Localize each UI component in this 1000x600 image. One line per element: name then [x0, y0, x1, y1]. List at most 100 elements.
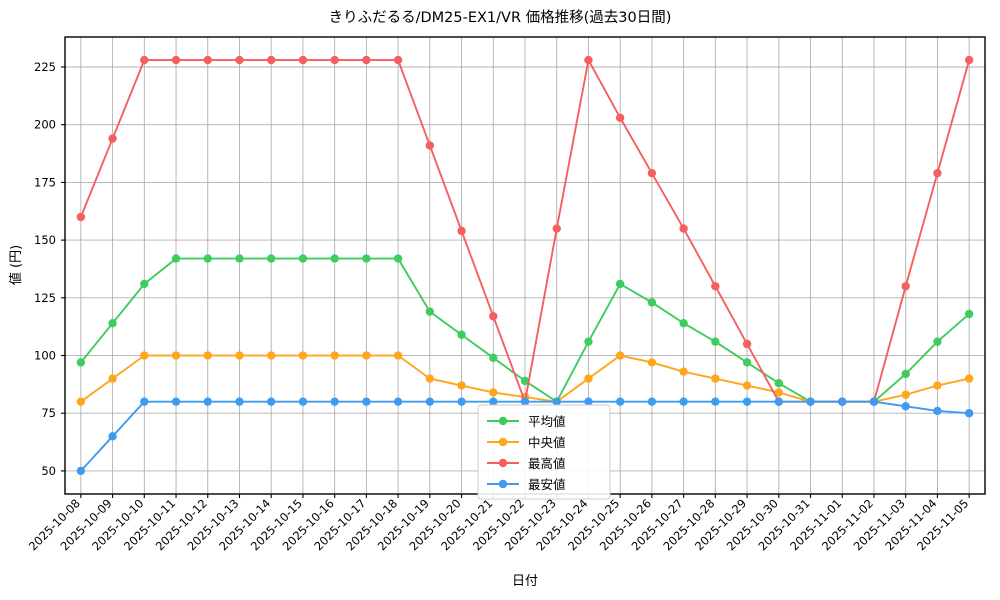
- data-point: [140, 279, 149, 289]
- y-tick-label: 225: [34, 60, 56, 74]
- legend-box: [477, 404, 611, 500]
- data-point: [171, 397, 181, 406]
- data-point: [742, 397, 752, 406]
- data-point: [108, 432, 117, 441]
- data-point: [584, 337, 593, 346]
- data-point: [235, 55, 244, 65]
- data-point: [140, 55, 149, 65]
- y-tick-label: 50: [41, 464, 56, 478]
- data-point: [647, 168, 657, 178]
- legend-label-3[interactable]: 最高値: [528, 456, 566, 471]
- data-point: [393, 55, 403, 65]
- data-point: [647, 298, 657, 307]
- data-point: [901, 390, 910, 399]
- data-point: [520, 397, 530, 406]
- data-point: [679, 224, 688, 233]
- data-point: [584, 397, 593, 406]
- data-point: [108, 134, 117, 143]
- legend-marker: [498, 458, 508, 468]
- data-point: [774, 388, 783, 397]
- data-point: [806, 397, 815, 406]
- data-point: [933, 168, 942, 178]
- data-point: [964, 374, 974, 383]
- y-axis-label: 値 (円): [8, 245, 24, 285]
- data-point: [615, 397, 625, 406]
- data-point: [108, 374, 117, 383]
- data-point: [647, 358, 657, 367]
- data-point: [330, 55, 339, 65]
- data-point: [235, 397, 244, 406]
- data-point: [964, 55, 974, 65]
- data-point: [235, 254, 244, 263]
- data-point: [425, 307, 435, 316]
- data-point: [298, 351, 308, 360]
- data-point: [393, 397, 403, 406]
- data-point: [774, 397, 783, 406]
- data-point: [647, 397, 657, 406]
- data-point: [489, 397, 498, 406]
- data-point: [76, 397, 86, 406]
- data-point: [489, 388, 498, 397]
- data-point: [393, 351, 403, 360]
- data-point: [742, 339, 752, 349]
- data-point: [76, 466, 86, 476]
- legend-marker: [498, 437, 508, 447]
- data-point: [298, 254, 308, 263]
- data-point: [679, 367, 688, 376]
- data-point: [964, 309, 974, 319]
- data-point: [711, 397, 720, 406]
- data-point: [203, 351, 212, 360]
- data-point: [235, 351, 244, 360]
- data-point: [615, 351, 625, 360]
- data-point: [140, 351, 149, 360]
- data-point: [933, 337, 942, 346]
- data-point: [362, 351, 371, 360]
- data-point: [742, 381, 752, 390]
- data-point: [774, 379, 783, 388]
- data-point: [203, 397, 212, 406]
- data-point: [203, 55, 212, 65]
- y-tick-label: 125: [34, 291, 56, 305]
- legend-label-1[interactable]: 平均値: [528, 414, 566, 429]
- legend-label-2[interactable]: 中央値: [528, 435, 566, 450]
- y-tick-label: 175: [34, 175, 56, 189]
- data-point: [584, 374, 593, 383]
- data-series-layer: [76, 55, 974, 476]
- data-point: [901, 282, 910, 291]
- data-point: [425, 397, 435, 406]
- data-point: [330, 351, 339, 360]
- data-point: [171, 55, 181, 65]
- y-tick-label: 150: [34, 233, 56, 247]
- data-point: [425, 374, 435, 383]
- data-point: [362, 397, 371, 406]
- data-point: [711, 282, 720, 291]
- data-point: [171, 351, 181, 360]
- legend-label-4[interactable]: 最安値: [528, 477, 566, 492]
- data-point: [393, 254, 403, 263]
- data-point: [267, 55, 276, 65]
- data-point: [901, 402, 910, 411]
- y-tick-label: 100: [34, 349, 56, 363]
- data-point: [679, 397, 688, 406]
- data-point: [457, 381, 466, 390]
- legend-marker: [498, 416, 508, 426]
- data-point: [76, 212, 86, 222]
- data-point: [711, 337, 720, 346]
- data-point: [298, 397, 308, 406]
- series-4: [76, 397, 974, 476]
- data-point: [964, 409, 974, 418]
- data-point: [362, 55, 371, 65]
- data-point: [933, 406, 942, 416]
- data-point: [933, 381, 942, 390]
- y-tick-label: 75: [41, 406, 56, 420]
- data-point: [711, 374, 720, 383]
- data-point: [584, 55, 593, 65]
- data-point: [520, 376, 530, 386]
- data-point: [330, 397, 339, 406]
- data-point: [267, 351, 276, 360]
- data-point: [615, 279, 625, 289]
